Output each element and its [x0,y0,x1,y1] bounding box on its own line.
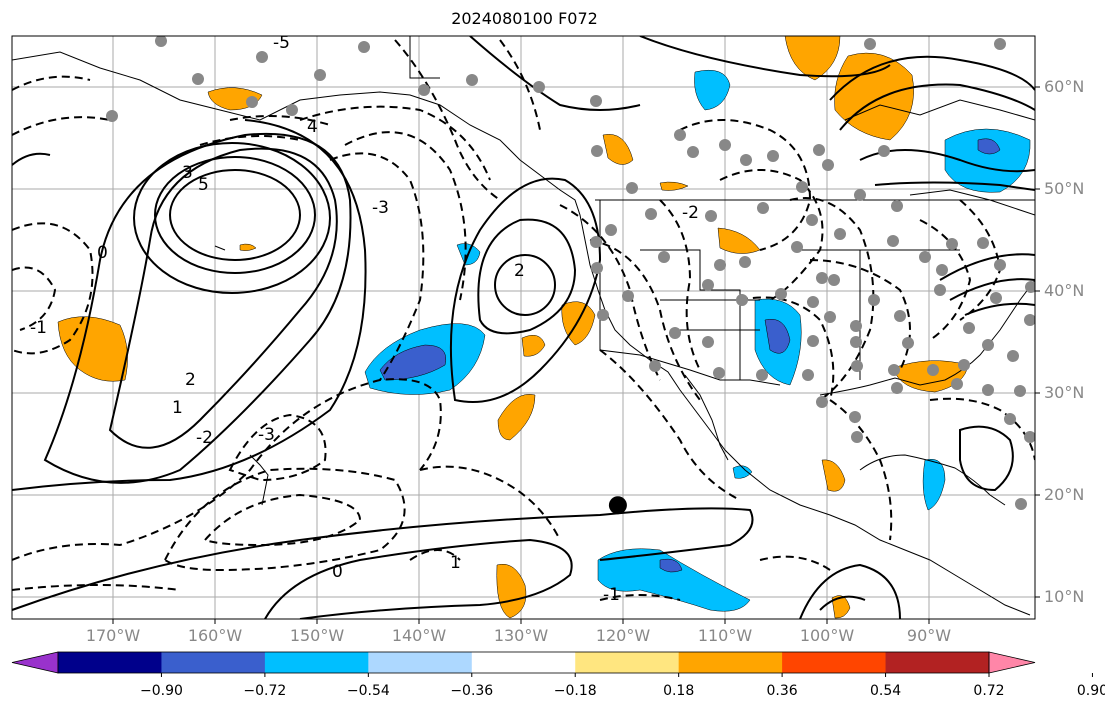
contour-label: -3 [372,198,389,218]
contour-label: -3 [258,425,275,445]
station-dots [106,36,1035,510]
contour-label: 1 [172,398,183,418]
colorbar-frame [57,651,990,674]
contour-label: 0 [97,243,108,263]
contour-label: 0 [332,562,343,582]
colorbar-tick-label: −0.72 [243,683,287,699]
negative-anomaly-region [597,548,751,612]
contour-label: -2 [682,203,699,223]
contour-label: 3 [182,163,193,183]
colorbar-tick-label: −0.54 [346,683,390,699]
latitude-label: 50°N [1044,179,1085,198]
colorbar-tick-label: 0.36 [766,683,798,699]
latitude-label: 10°N [1044,587,1085,606]
longitude-label: 120°W [595,626,651,645]
map-frame [11,35,1036,620]
map-title: 2024080100 F072 [451,9,598,28]
contour-label: 4 [307,117,318,137]
colorbar-extend-min [11,651,59,674]
contour-label: 5 [198,175,209,195]
longitude-label: 150°W [289,626,345,645]
colorbar-segment [575,652,680,673]
positive-anomaly-region [659,181,689,191]
contour-label: -5 [273,33,290,53]
negative-anomaly-core [659,558,683,573]
negative-anomaly-core [379,344,447,381]
contour-label: -2 [196,428,213,448]
contour-label: -1 [603,585,620,605]
colorbar-segment [471,652,576,673]
positive-anomaly-region [497,394,536,441]
axis-ticks [112,86,1040,624]
solid-contours [12,36,1035,619]
positive-anomaly-region [239,243,257,251]
colorbar-tick-label: −0.18 [553,683,597,699]
negative-anomaly-core [977,138,1001,155]
positive-anomaly-region [521,334,546,357]
colorbar-tick-label: 0.90 [1076,683,1105,699]
colorbar-tick-label: 0.72 [973,683,1005,699]
negative-anomaly-core [764,318,791,354]
latitude-label: 30°N [1044,383,1085,402]
positive-anomaly-region [496,563,527,619]
positive-anomaly-region [784,36,841,81]
contour-label: 2 [514,261,525,281]
positive-anomaly-region [602,134,634,165]
colorbar-tick-label: −0.90 [139,683,183,699]
latitude-label: 60°N [1044,77,1085,96]
colorbar-segment [368,652,473,673]
colorbar-segment [885,652,990,673]
negative-anomaly-region [922,458,946,511]
longitude-label: 110°W [697,626,753,645]
contour-label: -1 [30,318,47,338]
longitude-label: 130°W [493,626,549,645]
colorbar-tick-label: −0.36 [450,683,494,699]
positive-anomaly-region [717,227,761,254]
negative-anomaly-region [732,465,753,479]
negative-anomaly-region [694,69,731,111]
contour-labels: 3 5 2 1 0 -1 -2 -3 4 -5 2 1 0 -1 -2 -3 [30,33,699,605]
colorbar-segment [58,652,162,673]
colorbar [11,651,1093,677]
colorbar-tick-label: 0.18 [663,683,695,699]
contour-label: 1 [450,553,461,573]
colorbar-segment [678,652,783,673]
colorbar-extend-max [988,651,1036,674]
latitude-label: 40°N [1044,281,1085,300]
positive-anomaly-region [821,459,846,492]
positive-anomaly-region [831,595,851,619]
longitude-label: 90°W [906,626,952,645]
contour-label: 2 [185,370,196,390]
latitude-label: 20°N [1044,485,1085,504]
colorbar-segment [782,652,887,673]
longitude-label: 140°W [391,626,447,645]
longitude-label: 100°W [799,626,855,645]
longitude-label: 160°W [187,626,243,645]
storm-marker [608,496,627,515]
colorbar-segment [161,652,266,673]
colorbar-segment [264,652,369,673]
longitude-label: 170°W [85,626,141,645]
colorbar-tick-label: 0.54 [869,683,902,699]
